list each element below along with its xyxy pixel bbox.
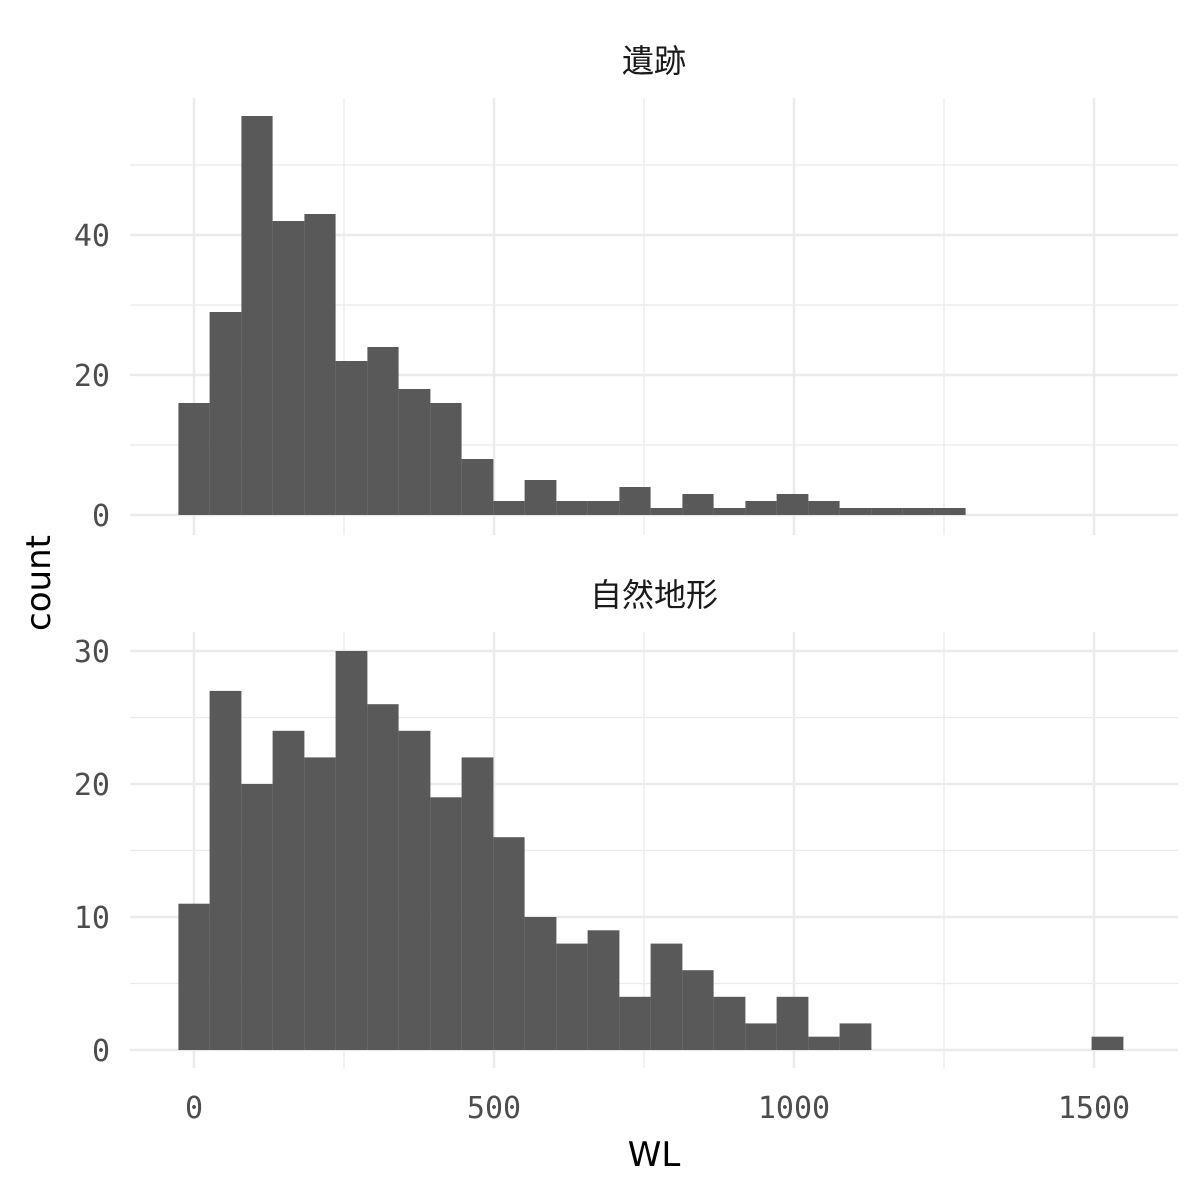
x-tick-label: 1000 (758, 1091, 830, 1126)
histogram-bar (934, 508, 966, 515)
histogram-bar (745, 1023, 777, 1050)
histogram-bar (335, 651, 368, 1050)
histogram-bar (493, 837, 525, 1050)
histogram-bar (241, 784, 273, 1050)
histogram-bar (272, 221, 305, 515)
facet-strip-title: 遺跡 (622, 42, 686, 80)
histogram-bar (398, 389, 431, 515)
histogram-bar (682, 494, 714, 515)
histogram-bar (241, 116, 273, 515)
histogram-bar (619, 996, 651, 1050)
histogram-bar (367, 347, 399, 515)
histogram-bar (713, 508, 746, 515)
histogram-bar (304, 214, 336, 515)
histogram-bar (461, 757, 494, 1050)
histogram-bar (209, 690, 242, 1050)
y-tick-label: 20 (74, 768, 110, 803)
y-tick-label: 0 (92, 499, 110, 534)
histogram-bar (587, 501, 620, 515)
histogram-bar (430, 797, 462, 1050)
facet-panel: 0 10 20 30 自然地形 (74, 576, 1178, 1069)
histogram-bar (493, 501, 525, 515)
histogram-bar (335, 361, 368, 515)
histogram-bar (839, 1023, 872, 1050)
y-tick-label: 10 (74, 901, 110, 936)
histogram-bar (524, 917, 557, 1050)
y-tick-label: 0 (92, 1034, 110, 1069)
histogram-bar (524, 480, 557, 515)
histogram-bar (650, 508, 683, 515)
histogram-bar (398, 730, 431, 1050)
histogram-bar (713, 996, 746, 1050)
histogram-bar (178, 403, 210, 515)
facets-layer: 0 20 40 遺跡 0 10 20 30 自然地形 (74, 42, 1178, 1069)
histogram-bar (1091, 1036, 1124, 1050)
histogram-bar (272, 730, 305, 1050)
x-tick-label: 1500 (1058, 1091, 1130, 1126)
histogram-bar (745, 501, 777, 515)
histogram-bar (209, 312, 242, 515)
facet-strip-title: 自然地形 (590, 576, 718, 614)
histogram-bar (178, 903, 210, 1050)
histogram-bar (808, 1036, 840, 1050)
y-axis-title: count (19, 535, 59, 631)
histogram-bar (808, 501, 840, 515)
facet-panel: 0 20 40 遺跡 (74, 42, 1178, 535)
x-tick-label: 0 (185, 1091, 203, 1126)
histogram-bar (430, 403, 462, 515)
histogram-bar (839, 508, 872, 515)
y-tick-label: 20 (74, 359, 110, 394)
y-tick-label: 30 (74, 635, 110, 670)
histogram-bar (682, 970, 714, 1050)
x-tick-label: 500 (467, 1091, 521, 1126)
histogram-bar (587, 930, 620, 1050)
histogram-bar (556, 943, 588, 1050)
histogram-bar (776, 996, 809, 1050)
histogram-bar (776, 494, 809, 515)
x-axis-title: WL (628, 1135, 681, 1175)
y-tick-label: 40 (74, 219, 110, 254)
histogram-bar (461, 459, 494, 515)
histogram-bar (650, 943, 683, 1050)
histogram-bar (367, 704, 399, 1050)
histogram-bar (902, 508, 935, 515)
histogram-bar (304, 757, 336, 1050)
x-axis: 0 500 1000 1500 (185, 1091, 1130, 1126)
histogram-bar (556, 501, 588, 515)
histogram-bar (871, 508, 903, 515)
histogram-bar (619, 487, 651, 515)
